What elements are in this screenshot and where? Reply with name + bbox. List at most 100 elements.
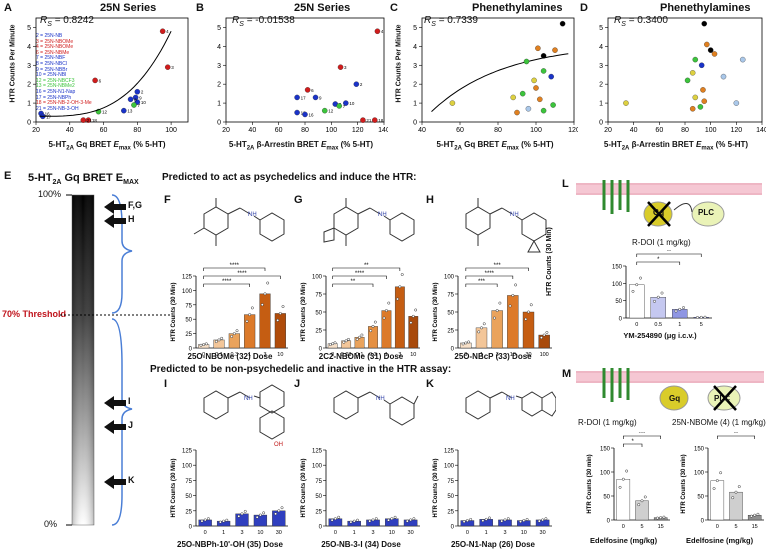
data-point: [127, 96, 134, 103]
svg-text:NH: NH: [506, 396, 515, 402]
y-tick-label: 5: [599, 25, 603, 32]
bar-point: [631, 289, 635, 293]
emax-arrow: F,G: [104, 200, 142, 219]
bar-point: [200, 519, 204, 523]
svg-text:OH: OH: [274, 442, 283, 448]
x-tick-label: 0: [466, 530, 469, 536]
bar-point: [355, 337, 359, 341]
significance-stars: ***: [478, 279, 486, 285]
svg-text:NH: NH: [248, 212, 257, 218]
bar-point: [674, 309, 678, 313]
bar-point: [653, 299, 656, 303]
y-tick-label: 50: [185, 318, 192, 324]
data-point: [374, 28, 381, 34]
data-point: [523, 58, 530, 65]
significance-bracket: [203, 275, 281, 279]
bar: [616, 479, 631, 521]
x-tick-label: 30: [408, 530, 414, 536]
bar-point: [643, 495, 647, 499]
bar-point: [240, 512, 244, 516]
legend-entry: 10 = 25N-NBI: [36, 72, 67, 79]
bar-chart-k: 0 25 50 75 100 125 HTR Counts (30 Min) 0 1 3 10 30: [433, 449, 552, 536]
bar-point: [412, 517, 416, 521]
bar-point: [230, 335, 234, 338]
data-point: [537, 96, 543, 103]
bar-point: [514, 283, 518, 287]
data-point-label: 8: [134, 97, 137, 102]
y-tick-label: 1: [27, 101, 31, 108]
molecule-g: NH: [323, 198, 415, 246]
bar-point: [734, 490, 738, 494]
y-tick-label: 50: [603, 495, 610, 501]
bar-point: [699, 315, 703, 319]
plot-frame: [225, 17, 385, 123]
gq-label-m: Gq: [669, 394, 681, 403]
panel-c-ylabel: HTR Counts Per Minute: [395, 24, 403, 103]
y-tick-label: 25: [447, 329, 454, 335]
bar-point: [218, 520, 222, 524]
x-tick-label: 100: [165, 127, 177, 134]
significance-bracket: [332, 283, 374, 287]
bar-chart-i: 0 25 50 75 100 125 HTR Counts (30 Min) 0 1 3 10 30: [171, 449, 288, 536]
x-tick-label: 60: [100, 127, 108, 134]
legend-entry: 21 = 25N-NB-3-OH: [36, 105, 79, 112]
data-point-label: 16: [309, 112, 315, 117]
panel-b-rs: RS = -0.01538: [232, 15, 295, 28]
x-tick-label: 3: [371, 530, 374, 536]
bar: [381, 310, 392, 349]
data-point-label: 6: [311, 88, 314, 93]
panel-c-title: Phenethylamines: [472, 2, 563, 14]
y-tick-label: 4: [27, 44, 31, 51]
plot-frame: [607, 17, 763, 123]
x-tick-label: 80: [494, 127, 502, 134]
bar-point: [481, 519, 485, 523]
bar-point: [382, 316, 386, 320]
bar-point: [225, 518, 229, 522]
y-tick-label: 50: [447, 494, 454, 500]
data-point-label: 7: [137, 103, 140, 108]
x-tick-label: 100: [705, 127, 717, 134]
x-tick-label: 120: [568, 127, 578, 134]
bar-point: [544, 517, 548, 521]
bar-point: [358, 335, 362, 339]
bar-point: [222, 519, 226, 523]
y-tick-label: 3: [413, 63, 417, 70]
molecule-j: NH: [333, 390, 419, 426]
bar-point: [400, 273, 404, 277]
threshold-label: 70% Threshold: [2, 309, 67, 319]
y-tick-label: 75: [185, 303, 192, 309]
y-axis-label: HTR Counts (30 Min): [171, 459, 177, 518]
x-tick-label: 60: [655, 127, 663, 134]
bar-point: [503, 518, 507, 522]
y-tick-label: 75: [315, 479, 322, 485]
panel-j-xlabel: 25O-NB-3-I (34) Dose: [321, 540, 401, 549]
bar-point: [464, 341, 468, 345]
y-tick-label: 3: [27, 63, 31, 70]
emax-arrow-label: I: [128, 396, 131, 406]
data-point-label: 7: [343, 104, 346, 109]
bar-point: [206, 517, 210, 521]
data-point: [684, 77, 691, 84]
y-tick-label: 0: [451, 525, 455, 531]
y-tick-label: 4: [217, 44, 221, 51]
data-point-label: 18: [92, 118, 98, 123]
bar-point: [266, 281, 270, 285]
significance-stars: **: [351, 279, 356, 285]
panel-b-xlabel: 5-HT2A β-Arrestin BRET Emax (% 5-HT): [228, 140, 374, 152]
bar: [408, 316, 419, 349]
legend-entry: 8 = 25N-NBCl: [36, 60, 67, 67]
data-point: [540, 53, 547, 59]
data-point: [720, 73, 727, 80]
bar: [629, 284, 645, 319]
data-point: [164, 64, 171, 70]
y-axis-label: HTR Counts (30 Min): [301, 459, 307, 518]
bar-point: [199, 343, 203, 347]
bar-point: [500, 519, 504, 523]
bar-point: [756, 512, 760, 516]
x-tick-label: 20: [604, 127, 612, 134]
x-tick-label: 40: [630, 127, 638, 134]
panel-b-title: 25N Series: [294, 2, 351, 14]
bar-point: [519, 520, 522, 524]
